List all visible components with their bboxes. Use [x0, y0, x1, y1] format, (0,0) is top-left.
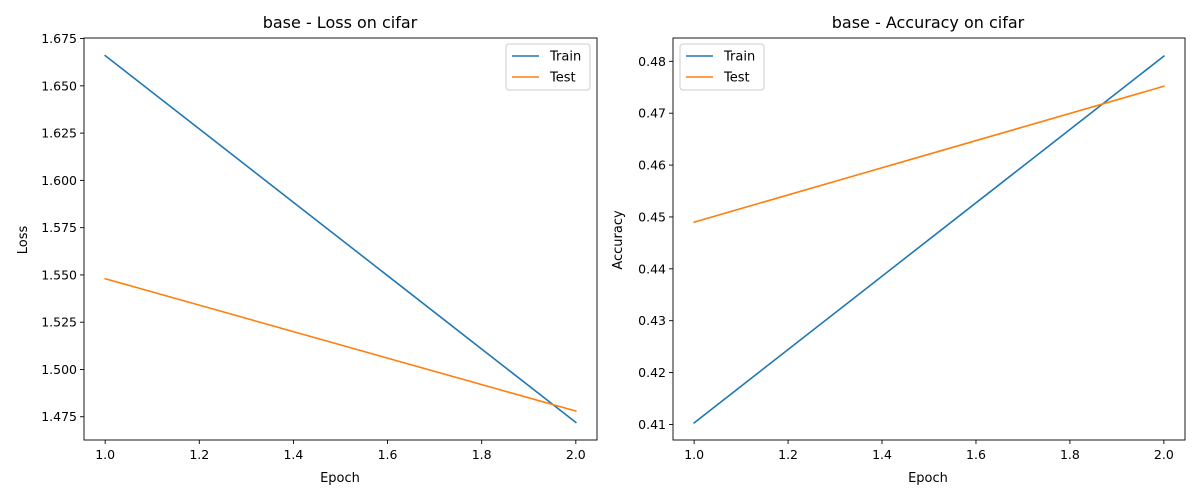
- x-tick-label: 2.0: [1154, 447, 1174, 462]
- plot-area: 1.0 1.2 1.4 1.6 1.8 2.0 0.41 0.42 0.43 0.44 0.45 0.…: [638, 37, 1186, 462]
- x-tick-label: 1.6: [378, 447, 398, 462]
- axes-frame: [83, 37, 598, 441]
- x-tick-label: 2.0: [566, 447, 586, 462]
- x-tick-label: 1.6: [966, 447, 986, 462]
- y-axis-label: Accuracy: [611, 210, 626, 270]
- y-tick-label: 1.550: [41, 267, 77, 282]
- legend-label-test: Test: [549, 71, 576, 86]
- axes-frame: [672, 37, 1186, 441]
- y-tick-label: 1.675: [41, 31, 77, 46]
- legend-label-train: Train: [549, 50, 581, 65]
- y-tick-label: 0.48: [638, 54, 666, 69]
- y-tick-label: 1.525: [41, 315, 77, 330]
- series-line-test: [104, 277, 577, 413]
- x-tick-label: 1.4: [872, 447, 892, 462]
- y-tick-label: 0.45: [638, 209, 666, 224]
- x-tick-label: 1.0: [95, 447, 115, 462]
- y-tick-label: 1.500: [41, 362, 77, 377]
- y-tick-label: 1.600: [41, 173, 77, 188]
- series-line-train: [693, 55, 1165, 425]
- x-tick-label: 1.2: [778, 447, 798, 462]
- accuracy-chart: base - Accuracy on cifar Epoch Accuracy …: [611, 13, 1186, 486]
- x-tick-label: 1.8: [472, 447, 492, 462]
- y-tick-label: 1.625: [41, 126, 77, 141]
- x-tick-label: 1.2: [189, 447, 209, 462]
- y-tick-label: 1.475: [41, 409, 77, 424]
- series-line-train: [104, 54, 577, 424]
- x-axis-label: Epoch: [320, 471, 360, 486]
- legend-label-train: Train: [723, 50, 755, 65]
- series-line-test: [693, 85, 1165, 224]
- plot-area: 1.0 1.2 1.4 1.6 1.8 2.0 1.475 1.500 1.525 1.550 1.…: [41, 31, 598, 462]
- chart-title: base - Loss on cifar: [263, 13, 418, 32]
- y-axis-label: Loss: [16, 226, 31, 255]
- y-tick-label: 0.41: [638, 417, 666, 432]
- loss-chart: base - Loss on cifar Epoch Loss 1.0 1.2 1.…: [16, 13, 598, 486]
- x-tick-label: 1.8: [1060, 447, 1080, 462]
- y-tick-label: 0.44: [638, 261, 666, 276]
- x-tick-label: 1.4: [283, 447, 303, 462]
- chart-title: base - Accuracy on cifar: [832, 13, 1025, 32]
- y-tick-label: 1.650: [41, 78, 77, 93]
- y-tick-label: 0.47: [638, 106, 666, 121]
- legend-label-test: Test: [723, 71, 750, 86]
- y-tick-label: 0.42: [638, 365, 666, 380]
- x-tick-label: 1.0: [684, 447, 704, 462]
- y-tick-label: 1.575: [41, 220, 77, 235]
- y-tick-label: 0.43: [638, 313, 666, 328]
- x-axis-label: Epoch: [908, 471, 948, 486]
- y-tick-label: 0.46: [638, 158, 666, 173]
